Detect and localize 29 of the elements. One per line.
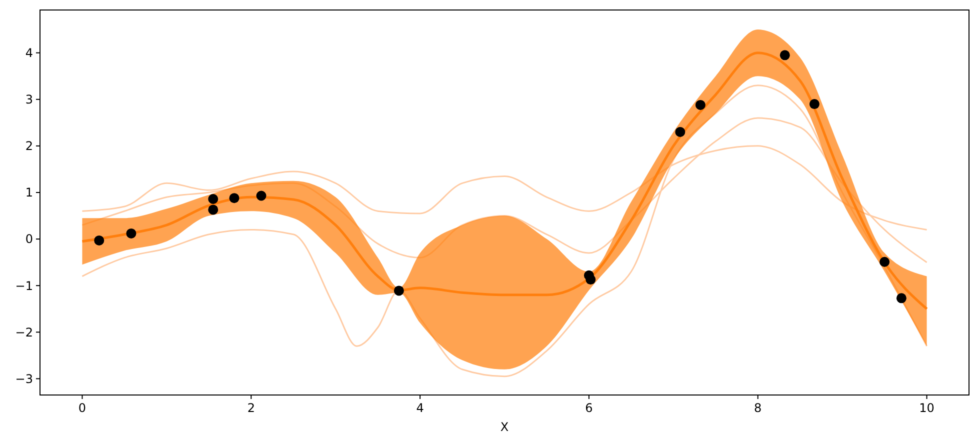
y-tick-label: −1 <box>15 278 33 293</box>
y-tick-label: 4 <box>25 46 33 60</box>
x-tick-label: 8 <box>754 401 762 415</box>
y-tick-label: 1 <box>25 186 33 200</box>
point <box>394 286 404 296</box>
x-tick-label: 6 <box>585 401 593 415</box>
point <box>229 193 240 204</box>
y-tick-label: −3 <box>15 372 33 386</box>
x-tick-label: 4 <box>416 401 424 415</box>
point <box>896 293 906 304</box>
x-axis-title: X <box>500 420 509 434</box>
point <box>208 194 218 204</box>
point <box>256 190 266 201</box>
point <box>126 228 136 238</box>
x-tick-label: 0 <box>78 401 86 415</box>
point <box>94 235 104 246</box>
point <box>780 50 790 60</box>
point <box>208 204 218 215</box>
point <box>695 100 706 110</box>
x-tick-label: 2 <box>247 401 255 415</box>
y-tick-label: 0 <box>25 232 33 246</box>
y-tick-label: 3 <box>25 92 33 107</box>
y-tick-label: 2 <box>25 139 33 154</box>
point <box>809 99 820 110</box>
point <box>880 256 890 267</box>
y-tick-label: −2 <box>15 325 33 340</box>
x-tick-label: 10 <box>919 401 934 415</box>
point <box>675 126 686 137</box>
point <box>586 274 596 285</box>
